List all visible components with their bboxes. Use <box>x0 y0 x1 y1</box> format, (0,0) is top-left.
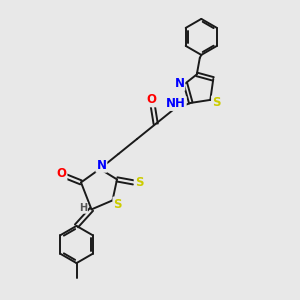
Text: H: H <box>79 203 87 213</box>
Text: S: S <box>212 96 220 110</box>
Text: N: N <box>174 77 184 90</box>
Text: O: O <box>56 167 67 180</box>
Text: S: S <box>113 197 122 211</box>
Text: O: O <box>146 93 156 106</box>
Text: NH: NH <box>166 97 186 110</box>
Text: N: N <box>96 159 106 172</box>
Text: S: S <box>135 176 143 189</box>
